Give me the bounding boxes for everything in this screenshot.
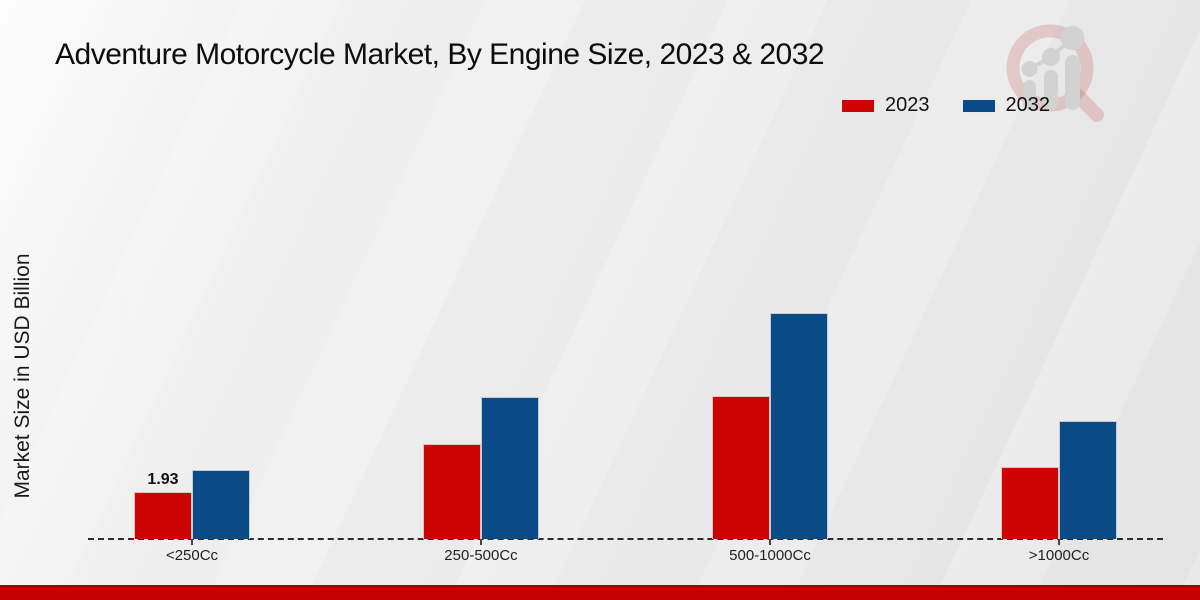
legend-swatch-2023 xyxy=(841,98,875,113)
category-label: 500-1000Cc xyxy=(729,547,811,564)
y-axis-label: Market Size in USD Billion xyxy=(11,253,34,499)
bar-2023-1000cc xyxy=(1001,467,1059,539)
legend-item-2023: 2023 xyxy=(841,94,930,117)
plot-area: 1.93 <250Cc 250-500Cc 500-1000Cc >1000Cc xyxy=(88,150,1163,564)
bar-value-label: 1.93 xyxy=(147,471,179,489)
bar-2023-250500cc xyxy=(423,444,481,539)
bar-2023-250cc xyxy=(134,492,192,539)
legend-label-2023: 2023 xyxy=(885,94,930,116)
bar-2032-1000cc xyxy=(1059,421,1117,539)
footer-accent-bar xyxy=(0,585,1200,600)
bar-2032-250cc xyxy=(192,469,250,539)
bar-2023-5001000cc xyxy=(712,395,770,539)
bar-2032-5001000cc xyxy=(770,313,828,539)
chart-title: Adventure Motorcycle Market, By Engine S… xyxy=(55,38,825,71)
legend-label-2032: 2032 xyxy=(1005,94,1051,116)
bar-2032-250500cc xyxy=(481,396,539,539)
x-axis-tick xyxy=(1058,539,1060,545)
x-axis-tick xyxy=(191,539,193,545)
category-label: 250-500Cc xyxy=(444,547,518,564)
x-axis-tick xyxy=(769,539,771,545)
x-axis-dashed-baseline xyxy=(88,538,1163,540)
magnifier-bar-chart-logo-icon xyxy=(1006,24,1104,122)
legend-swatch-2032 xyxy=(961,98,996,113)
legend: 2023 2032 xyxy=(841,94,1050,117)
category-label: >1000Cc xyxy=(1028,547,1090,564)
x-axis-tick xyxy=(480,539,482,545)
legend-item-2032: 2032 xyxy=(961,94,1051,117)
category-label: <250Cc xyxy=(165,547,219,564)
